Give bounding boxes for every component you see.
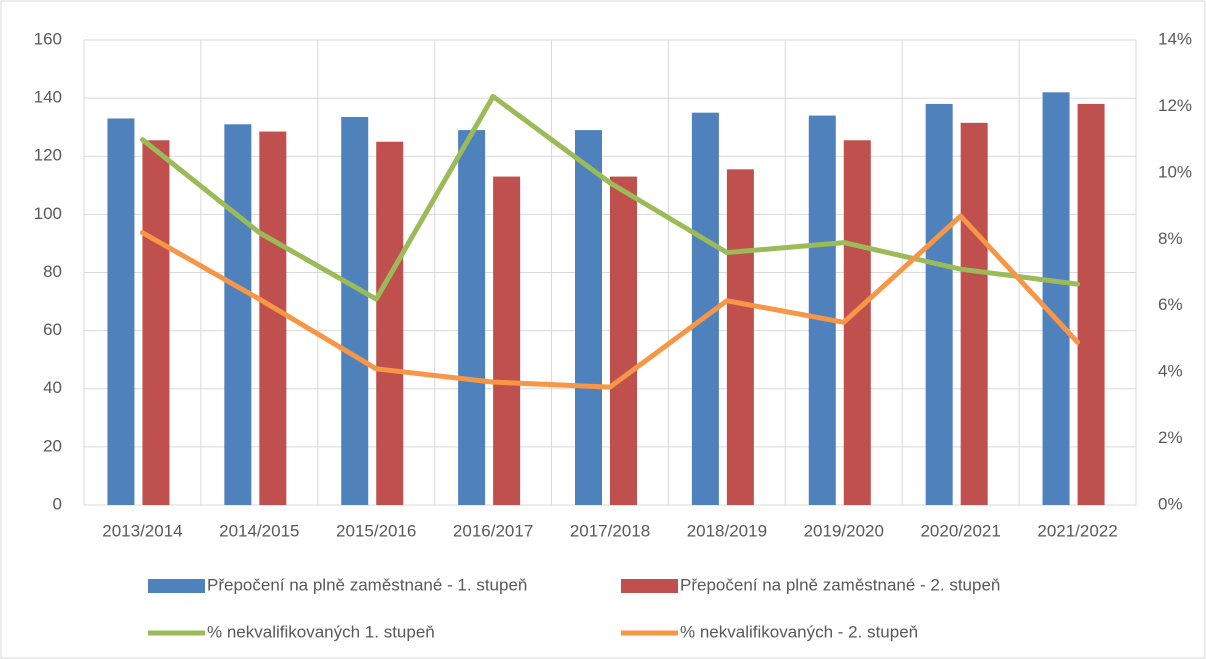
- x-tick-label: 2014/2015: [219, 521, 299, 540]
- x-tick-label: 2013/2014: [102, 521, 182, 540]
- y2-tick-label: 4%: [1158, 362, 1183, 381]
- bar: [376, 141, 404, 505]
- y-tick-label: 160: [34, 29, 62, 48]
- x-tick-label: 2021/2022: [1037, 521, 1117, 540]
- legend-label: % nekvalifikovaných - 2. stupeň: [680, 622, 918, 641]
- x-tick-label: 2019/2020: [804, 521, 884, 540]
- line: [139, 93, 1081, 302]
- y2-tick-label: 6%: [1158, 295, 1183, 314]
- bar: [610, 176, 637, 505]
- bar: [493, 176, 521, 505]
- bar: [259, 131, 287, 505]
- y-tick-label: 120: [34, 146, 62, 165]
- y-tick-label: 20: [43, 436, 62, 455]
- y-tick-label: 60: [43, 320, 62, 339]
- bar: [107, 118, 135, 505]
- legend-label: % nekvalifikovaných 1. stupeň: [207, 622, 435, 641]
- bar: [224, 124, 252, 505]
- y2-tick-label: 0%: [1158, 494, 1183, 513]
- bar: [843, 140, 871, 505]
- y2-tick-label: 12%: [1158, 96, 1192, 115]
- x-tick-label: 2018/2019: [687, 521, 767, 540]
- x-tick-label: 2016/2017: [453, 521, 533, 540]
- y2-tick-label: 8%: [1158, 229, 1183, 248]
- x-tick-label: 2015/2016: [336, 521, 416, 540]
- bar: [1077, 103, 1105, 505]
- y-tick-label: 100: [34, 204, 62, 223]
- bar: [726, 169, 754, 505]
- y-tick-label: 0: [53, 494, 62, 513]
- y2-tick-label: 2%: [1158, 428, 1183, 447]
- x-tick-label: 2017/2018: [570, 521, 650, 540]
- bar: [808, 115, 836, 505]
- y-tick-label: 80: [43, 262, 62, 281]
- bar: [1042, 92, 1070, 505]
- bar: [142, 140, 170, 505]
- bar: [575, 130, 602, 505]
- y2-tick-label: 10%: [1158, 162, 1192, 181]
- legend-label: Přepočení na plně zaměstnané - 1. stupeň: [207, 575, 527, 594]
- legend-label: Přepočení na plně zaměstnané - 2. stupeň: [680, 575, 1000, 594]
- line: [139, 213, 1081, 390]
- bar: [960, 122, 988, 505]
- legend-swatch: [148, 579, 205, 593]
- bar: [925, 103, 953, 505]
- x-tick-label: 2020/2021: [920, 521, 1000, 540]
- y-tick-label: 40: [43, 378, 62, 397]
- legend-swatch: [621, 579, 678, 593]
- y-tick-label: 140: [34, 88, 62, 107]
- y2-tick-label: 14%: [1158, 29, 1192, 48]
- bar: [458, 130, 486, 505]
- bar: [341, 117, 369, 505]
